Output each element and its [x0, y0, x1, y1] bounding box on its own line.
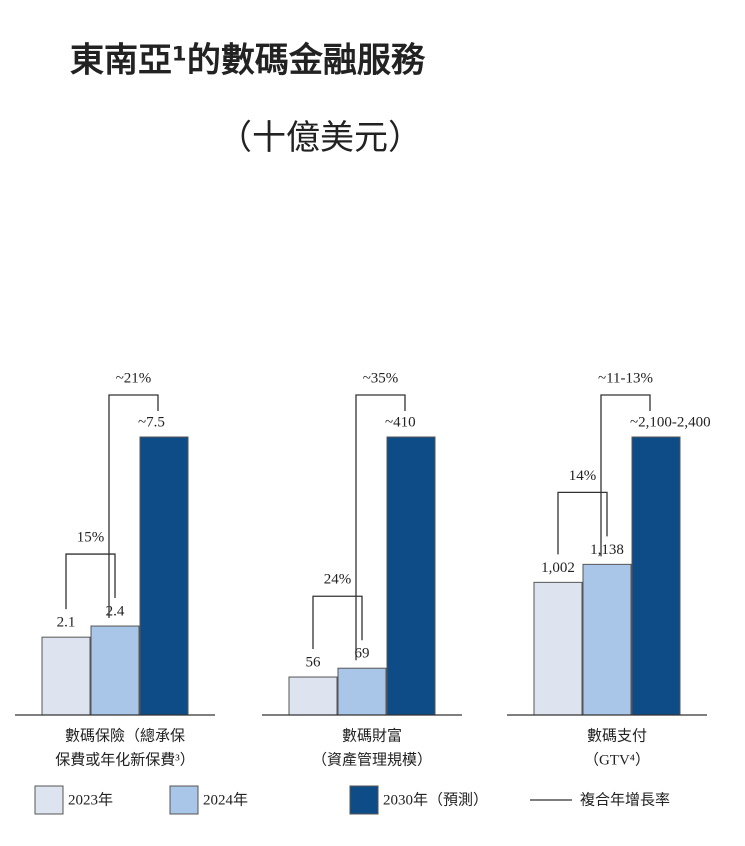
growth-bracket	[312, 595, 363, 650]
x-axis-label: 數碼保險（總承保	[65, 726, 185, 744]
bar	[139, 436, 189, 716]
bar	[90, 625, 140, 716]
legend-label: 2030年（預測）	[383, 791, 488, 808]
bar	[337, 667, 387, 716]
value-label: 2.1	[57, 615, 76, 631]
bar	[288, 676, 338, 716]
x-axis-label: （GTV⁴）	[584, 751, 650, 768]
value-label: 2.4	[106, 603, 125, 619]
legend-swatch	[169, 785, 199, 815]
bar	[386, 436, 436, 716]
legend-label: 複合年增長率	[580, 791, 670, 808]
legend-label: 2023年	[68, 791, 113, 808]
bar	[533, 581, 583, 716]
bar	[631, 436, 681, 716]
growth-label: ~11-13%	[598, 370, 653, 386]
value-label: 1,002	[541, 560, 575, 576]
growth-bracket	[600, 394, 651, 557]
growth-bracket	[65, 553, 116, 610]
growth-label: ~35%	[363, 370, 399, 386]
growth-label: ~21%	[116, 370, 152, 386]
x-axis-label: （資產管理規模）	[312, 751, 432, 768]
value-label: 1,138	[590, 542, 624, 558]
legend-swatch	[34, 785, 64, 815]
legend-swatch	[349, 785, 379, 815]
chart-subtitle: （十億美元）	[218, 118, 422, 158]
x-axis-label: 數碼財富	[342, 726, 402, 744]
growth-label: 15%	[77, 529, 105, 545]
growth-bracket	[355, 394, 406, 661]
growth-label: 24%	[324, 572, 352, 588]
growth-bracket	[108, 394, 159, 619]
legend-label: 2024年	[203, 791, 248, 808]
growth-label: 14%	[569, 468, 597, 484]
bar	[41, 636, 91, 716]
growth-bracket	[557, 491, 608, 555]
x-axis-label: 保費或年化新保費³）	[55, 751, 195, 768]
value-label: ~7.5	[138, 414, 165, 430]
value-label: ~410	[385, 414, 416, 430]
value-label: ~2,100-2,400	[630, 414, 711, 430]
chart-title: 東南亞¹的數碼金融服務	[70, 41, 426, 81]
value-label: 69	[355, 646, 370, 662]
x-axis-label: 數碼支付	[587, 727, 647, 744]
bar	[582, 563, 632, 716]
value-label: 56	[306, 654, 322, 670]
